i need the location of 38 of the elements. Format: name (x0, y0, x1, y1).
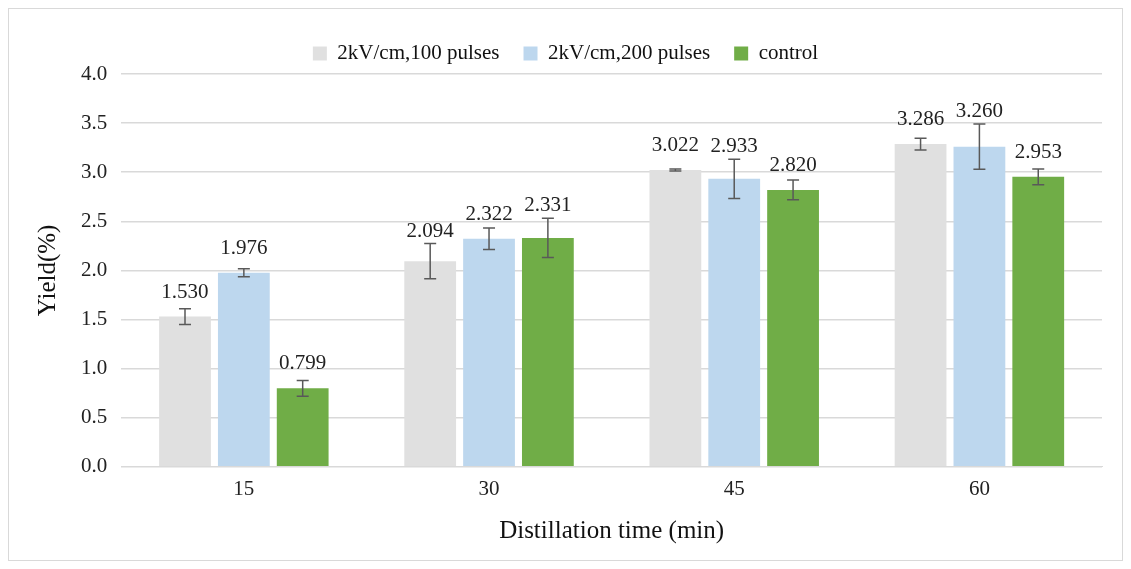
data-label: 3.286 (896, 106, 945, 131)
bar (521, 237, 574, 467)
bar (953, 146, 1006, 467)
bar (767, 189, 819, 467)
data-label: 1.976 (220, 234, 268, 259)
x-axis-title: Distillation time (min) (499, 515, 725, 544)
bar (708, 178, 761, 467)
y-tick-label: 3.5 (81, 109, 108, 134)
data-label: 2.953 (1014, 138, 1062, 163)
data-label: 2.322 (465, 200, 513, 225)
x-tick-label: 45 (723, 475, 745, 500)
x-tick-label: 30 (478, 475, 500, 500)
data-label: 3.260 (955, 98, 1004, 123)
x-tick-label: 60 (968, 475, 990, 500)
data-label: 1.530 (161, 278, 209, 303)
bar (217, 272, 270, 467)
x-tick-label: 15 (233, 475, 255, 500)
y-tick-label: 1.5 (81, 306, 108, 331)
data-label: 0.799 (279, 350, 327, 375)
data-label: 2.820 (769, 151, 817, 176)
y-tick-label: 0.0 (81, 453, 108, 478)
data-label: 3.022 (651, 132, 699, 157)
data-label: 2.933 (710, 133, 758, 158)
y-tick-label: 4.0 (81, 60, 108, 85)
y-tick-label: 2.0 (81, 256, 108, 281)
y-tick-label: 3.0 (81, 158, 108, 183)
data-label: 2.331 (524, 192, 572, 217)
y-tick-label: 0.5 (81, 404, 108, 429)
legend-label: control (758, 40, 819, 65)
data-label: 2.094 (406, 217, 455, 242)
legend-label: 2kV/cm,100 pulses (337, 40, 500, 65)
bar (463, 238, 515, 467)
y-tick-label: 1.0 (81, 355, 108, 380)
bar (1012, 176, 1065, 467)
legend-label: 2kV/cm,200 pulses (548, 40, 711, 65)
y-tick-label: 2.5 (81, 207, 108, 232)
y-axis-title: Yield(%) (32, 224, 61, 317)
bar (276, 388, 329, 467)
